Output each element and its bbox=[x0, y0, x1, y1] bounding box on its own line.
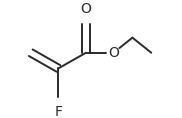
Text: F: F bbox=[54, 105, 62, 118]
Text: O: O bbox=[108, 46, 119, 60]
Text: O: O bbox=[81, 2, 91, 16]
